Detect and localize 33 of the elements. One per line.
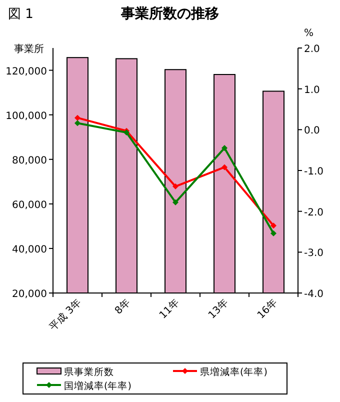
point: [222, 164, 228, 170]
x-tick-label: 平成 3年: [47, 296, 84, 334]
legend-label: 県増減率(年率): [200, 366, 268, 378]
x-tick-label: 13年: [206, 296, 231, 322]
legend-label: 国増減率(年率): [64, 380, 132, 392]
point: [172, 183, 178, 190]
y2-tick-label: -4.0: [304, 289, 324, 300]
y-tick-label: 100,000: [6, 110, 47, 122]
x-tick-label: 16年: [255, 296, 280, 322]
y2-tick-label: -3.0: [304, 248, 324, 260]
y2-tick-label: -2.0: [304, 207, 324, 218]
point: [270, 230, 276, 236]
y-tick-label: 60,000: [12, 200, 47, 211]
point: [74, 114, 80, 121]
y-tick-label: 120,000: [6, 66, 47, 78]
point: [172, 199, 178, 206]
chart-title: 事業所数の推移: [120, 6, 219, 22]
point: [270, 222, 276, 229]
y2-axis-title: %: [304, 28, 314, 39]
point: [222, 145, 228, 152]
legend-label: 県事業所数: [64, 366, 114, 378]
x-tick-label: 11年: [157, 296, 182, 322]
y-tick-label: 80,000: [12, 155, 47, 166]
point: [74, 120, 80, 126]
y2-tick-label: 2.0: [304, 44, 320, 55]
y-tick-label: 40,000: [12, 244, 47, 256]
caption: 図 1: [8, 7, 34, 22]
y2-tick-label: 0.0: [304, 126, 320, 137]
y2-tick-label: -1.0: [304, 166, 324, 178]
y-tick-label: 20,000: [12, 289, 47, 300]
y2-tick-label: 1.0: [304, 84, 320, 96]
y-axis-title: 事業所: [14, 43, 44, 55]
x-tick-label: 8年: [112, 296, 133, 317]
